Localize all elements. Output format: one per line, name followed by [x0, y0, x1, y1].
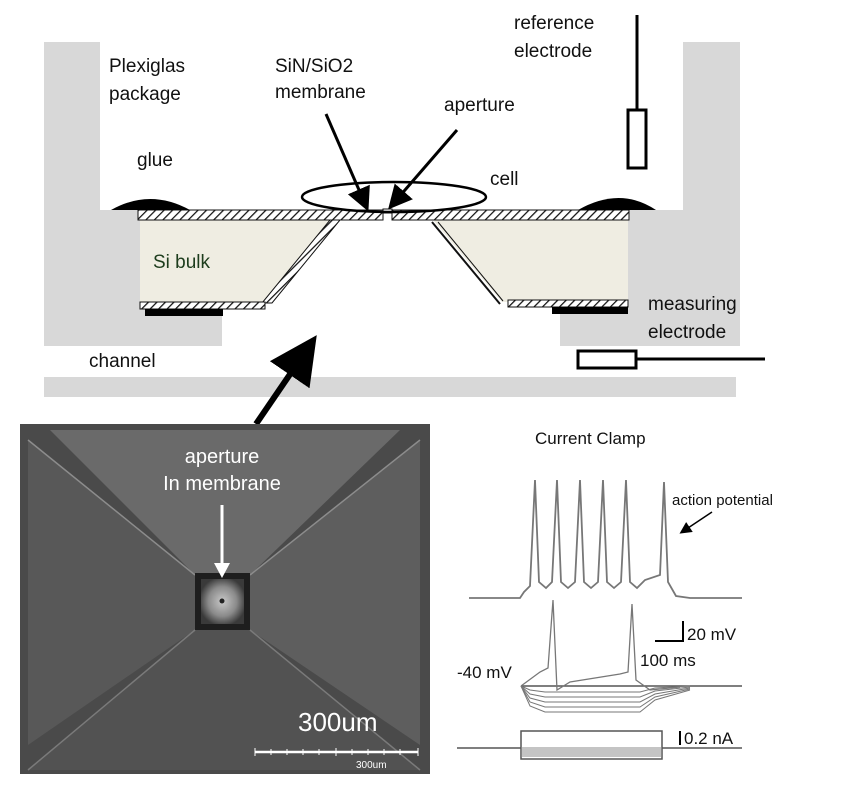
measuring-label-line1: measuring [648, 294, 737, 315]
sem-aperture-label-line1: aperture [185, 446, 260, 468]
membrane-label-line1: SiN/SiO2 [275, 56, 353, 77]
sloped-wall-left [260, 219, 342, 304]
measuring-label-line2: electrode [648, 322, 726, 343]
sem-scale-small-label: 300um [356, 760, 387, 771]
reference-label-line1: reference [514, 13, 594, 34]
sem-facet-bottom [28, 630, 420, 770]
plexiglas-left-wall [44, 42, 222, 346]
contact-pad-right [552, 307, 628, 314]
glue-label: glue [137, 150, 173, 171]
membrane-right [391, 209, 630, 221]
chip-cross-section: Plexiglas package glue SiN/SiO2 membrane… [44, 13, 765, 426]
voltage-time-scale-bar [655, 621, 684, 642]
sem-edge-tl [27, 439, 196, 576]
cell-ellipse [300, 180, 488, 214]
reference-label-line2: electrode [514, 41, 592, 62]
current-step-family [521, 747, 662, 757]
sem-edge-bl [27, 629, 196, 771]
sem-aperture-dot [219, 598, 225, 604]
membrane-pointer-arrow [324, 113, 370, 212]
action-potential-label: action potential [672, 492, 773, 509]
sem-scale-large-label: 300um [298, 707, 378, 737]
glue-left [111, 199, 190, 210]
sem-aperture-arrowhead [214, 563, 230, 578]
sloped-wall-right [431, 221, 501, 305]
sem-aperture-label-line2: In membrane [163, 473, 281, 495]
channel-label: channel [89, 351, 156, 372]
current-step-box [520, 730, 663, 760]
sem-micrograph: aperture In membrane 300um 300um [20, 424, 430, 774]
cell-label: cell [490, 169, 519, 190]
action-potential-arrow [679, 511, 713, 534]
action-potential-trace [469, 479, 742, 599]
sem-facet-left [28, 440, 195, 745]
measuring-electrode-body [576, 349, 638, 370]
current-scale-label: 0.2 nA [684, 729, 734, 748]
time-scale-label: 100 ms [640, 651, 696, 670]
sem-link-arrow [253, 335, 317, 426]
sem-scale-ticks [254, 748, 419, 756]
aperture-pointer-arrow [388, 129, 459, 210]
depolarizing-trace [520, 599, 681, 692]
membrane-label-line2: membrane [275, 82, 366, 103]
sem-facet-top [50, 430, 400, 575]
hyperpolarizing-traces [520, 685, 691, 713]
si-bulk-right [433, 220, 628, 302]
voltage-scale-label: 20 mV [687, 625, 737, 644]
si-bulk-label: Si bulk [153, 252, 211, 273]
current-clamp-panel: Current Clamp action potential 20 mV 100… [457, 429, 773, 760]
plexiglas-label: Plexiglas [109, 56, 185, 77]
package-label: package [109, 84, 181, 105]
baseline-label: -40 mV [457, 663, 512, 682]
current-clamp-title: Current Clamp [535, 429, 646, 448]
membrane-left [137, 209, 384, 221]
bottom-oxide-left [139, 301, 266, 310]
reference-electrode-body [626, 108, 648, 170]
sem-edge-br [249, 629, 421, 771]
bottom-oxide-right [507, 299, 629, 308]
sem-facet-right [250, 440, 420, 745]
sloped-wall-right-inner [437, 221, 504, 302]
plexiglas-right-wall [560, 42, 740, 346]
aperture-label: aperture [444, 95, 515, 116]
glue-right [578, 198, 656, 210]
sem-edge-tr [249, 439, 421, 576]
si-bulk-left [140, 220, 333, 302]
contact-pad-left [145, 309, 223, 316]
channel-floor [44, 377, 736, 397]
